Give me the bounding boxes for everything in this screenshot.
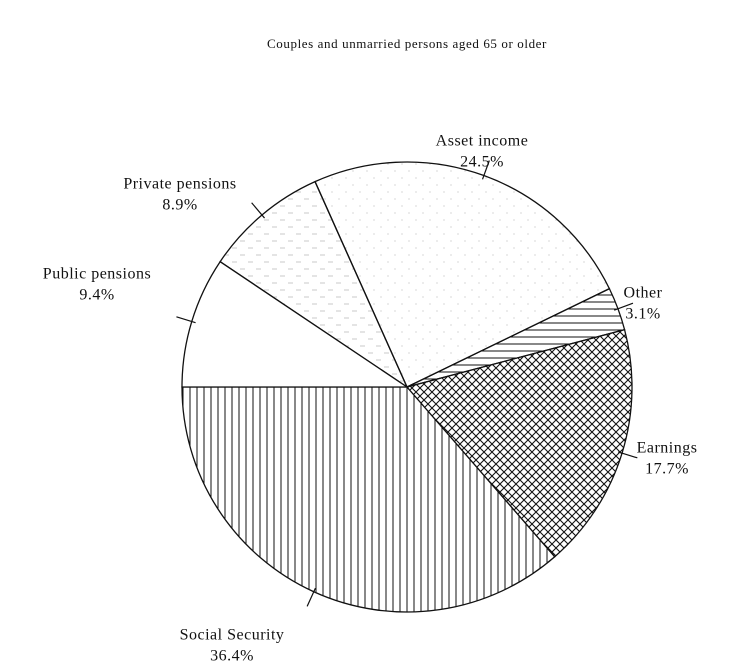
slice-value-label: 9.4% <box>79 287 114 304</box>
slice-value-label: 17.7% <box>645 461 689 478</box>
slice-label: Private pensions <box>123 176 236 193</box>
slice-label: Public pensions <box>43 266 151 283</box>
leader-line <box>481 160 490 180</box>
slice-value-label: 36.4% <box>210 648 254 663</box>
slice-value-label: 24.5% <box>460 154 504 171</box>
leader-line <box>306 587 316 607</box>
leader-line <box>176 316 196 324</box>
leader-line <box>618 451 638 459</box>
leader-line <box>614 302 634 311</box>
slice-label: Other <box>624 285 663 302</box>
slice-value-label: 8.9% <box>162 197 197 214</box>
leader-line <box>251 202 265 219</box>
slice-value-label: 3.1% <box>625 306 660 323</box>
chart-title: Couples and unmarried persons aged 65 or… <box>267 36 547 51</box>
slice-label: Asset income <box>436 133 529 150</box>
slice-label: Social Security <box>180 627 285 644</box>
slice-label: Earnings <box>637 440 698 457</box>
